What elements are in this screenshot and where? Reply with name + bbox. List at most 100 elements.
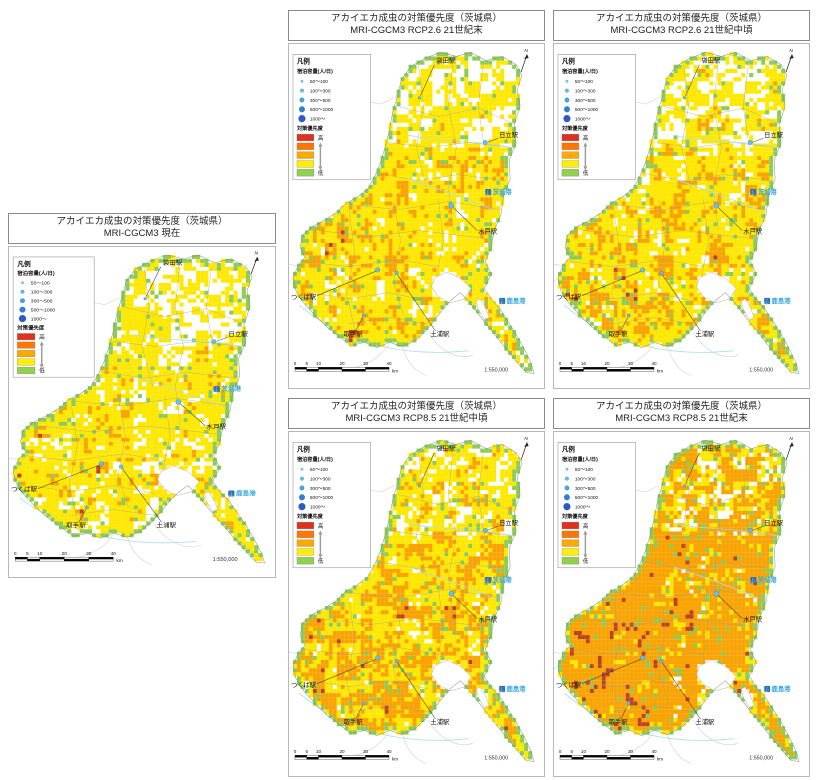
scale-tick-label: 10 <box>37 551 43 556</box>
legend-heading: 凡例 <box>297 445 310 454</box>
panel-title-line1: アカイエカ成虫の対策優先度（茨城県） <box>596 401 767 412</box>
port-labels: ⚓ 茨城港⚓ 鹿島港 <box>750 575 791 693</box>
panel-title-line1: アカイエカ成虫の対策優先度（茨城県） <box>596 13 767 24</box>
station-label-fukuroda: 袋田駅 <box>701 56 720 65</box>
capacity-dot <box>565 79 569 83</box>
panel-title: アカイエカ成虫の対策優先度（茨城県） MRI-CGCM3 RCP2.6 21世紀… <box>288 10 545 41</box>
port-label-kashima-port: 鹿島港 <box>772 684 791 693</box>
station-marker-fukuroda <box>417 484 421 488</box>
scale-tick-label: 40 <box>111 551 117 556</box>
capacity-dot <box>563 114 571 123</box>
capacity-class-label: 500～1000 <box>310 495 334 501</box>
leader-line-tsuchiura <box>397 274 436 332</box>
leader-line-toride <box>78 509 87 523</box>
priority-arrow-head-up <box>318 142 323 147</box>
panel-rcp85-late: アカイエカ成虫の対策優先度（茨城県） MRI-CGCM3 RCP8.5 21世紀… <box>553 398 810 777</box>
priority-swatch <box>296 142 315 150</box>
anchor-glyph: ⚓ <box>499 686 505 692</box>
capacity-dot <box>565 467 569 471</box>
priority-high-label: 高 <box>583 134 589 142</box>
panel-current: アカイエカ成虫の対策優先度（茨城県） MRI-CGCM3 現在 袋田駅 日立駅 水戸… <box>8 213 276 578</box>
north-arrow: N <box>785 48 794 73</box>
capacity-dot <box>299 97 305 103</box>
station-label-tsukuba: つくば駅 <box>556 680 582 689</box>
leader-line-toride <box>355 317 363 332</box>
priority-swatch <box>296 557 315 565</box>
leader-line-tsuchiura <box>662 274 701 332</box>
capacity-class-label: 1000～ <box>575 504 590 510</box>
capacity-class-label: 1000～ <box>575 116 590 122</box>
station-label-toride: 取手駅 <box>66 520 86 529</box>
lakes <box>431 659 490 708</box>
scale-unit: km <box>392 368 398 373</box>
priority-swatch <box>17 341 36 349</box>
station-label-mito: 水戸駅 <box>743 614 762 623</box>
lakes <box>696 271 755 320</box>
leader-line-toride <box>620 317 628 332</box>
station-label-hitachi: 日立駅 <box>499 130 518 139</box>
leader-line-hitachi <box>487 526 499 531</box>
capacity-class-label: 500～1000 <box>310 107 334 113</box>
station-marker-tsukuba <box>375 267 381 273</box>
priority-low-label: 低 <box>318 557 324 565</box>
capacity-dot <box>300 467 304 471</box>
station-label-fukuroda: 袋田駅 <box>701 444 720 453</box>
leader-line-hitachi <box>752 526 764 531</box>
anchor-glyph: ⚓ <box>750 577 756 583</box>
station-label-hitachi: 日立駅 <box>499 518 518 527</box>
anchor-glyph: ⚓ <box>750 189 756 195</box>
station-label-hitachi: 日立駅 <box>228 330 248 339</box>
capacity-dot <box>298 114 306 123</box>
panel-title-line2: MRI-CGCM3 RCP8.5 21世紀中頃 <box>345 413 488 424</box>
prefecture-outline <box>557 52 800 374</box>
port-label-kashima-port: 鹿島港 <box>507 684 526 693</box>
scale-tick-label: 10 <box>581 361 586 366</box>
station-label-fukuroda: 袋田駅 <box>436 56 455 65</box>
station-marker-tsukuba <box>640 655 646 661</box>
capacity-dot <box>20 289 25 294</box>
priority-swatch <box>561 521 580 530</box>
station-label-tsukuba: つくば駅 <box>291 680 317 689</box>
panel-title-line2: MRI-CGCM3 RCP2.6 21世紀末 <box>350 25 483 36</box>
scale-tick-label: 30 <box>363 361 368 366</box>
prefecture-outline <box>12 254 265 564</box>
scale-tick-label: 0 <box>559 749 562 754</box>
priority-arrow-head-down <box>318 166 323 171</box>
priority-mosaic <box>292 440 533 760</box>
anchor-icon-kashima-port <box>499 685 506 693</box>
anchor-icon-ibaraki-port <box>750 189 757 196</box>
capacity-class-label: 500～1000 <box>575 107 599 113</box>
station-marker-hitachi <box>211 339 216 344</box>
anchor-icon-kashima-port <box>764 685 771 693</box>
legend-priority-heading: 対策優先度 <box>296 124 324 132</box>
prefecture-outline <box>292 52 535 374</box>
north-label: N <box>254 251 258 257</box>
capacity-dot <box>300 88 304 93</box>
panel-title-line2: MRI-CGCM3 現在 <box>103 228 181 239</box>
capacity-class-label: 50～100 <box>575 79 593 85</box>
panel-title-line2: MRI-CGCM3 RCP8.5 21世紀末 <box>615 413 748 424</box>
station-marker-tsuchiura <box>119 464 124 469</box>
capacity-class-label: 300～500 <box>575 486 596 492</box>
priority-swatch <box>561 539 580 547</box>
legend-capacity-heading: 宿泊容量(人/日) <box>562 455 598 463</box>
leader-line-hitachi <box>752 138 764 143</box>
priority-arrow-head-down <box>39 364 44 369</box>
priority-high-label: 高 <box>318 134 324 142</box>
panel-rcp26-late: アカイエカ成虫の対策優先度（茨城県） MRI-CGCM3 RCP2.6 21世紀… <box>288 10 545 389</box>
scale-tick-label: 20 <box>62 551 68 556</box>
station-marker-toride <box>626 313 631 318</box>
station-marker-tsukuba <box>640 267 646 273</box>
map-area: 袋田駅 日立駅 水戸駅 つくば駅 取手駅 土浦駅 ⚓ 茨城港 ⚓ 鹿島港 凡例 宿泊容量(人/日) 50… <box>553 43 810 389</box>
leader-line-fukuroda <box>420 452 435 484</box>
anchor-icon-kashima-port <box>499 297 506 305</box>
